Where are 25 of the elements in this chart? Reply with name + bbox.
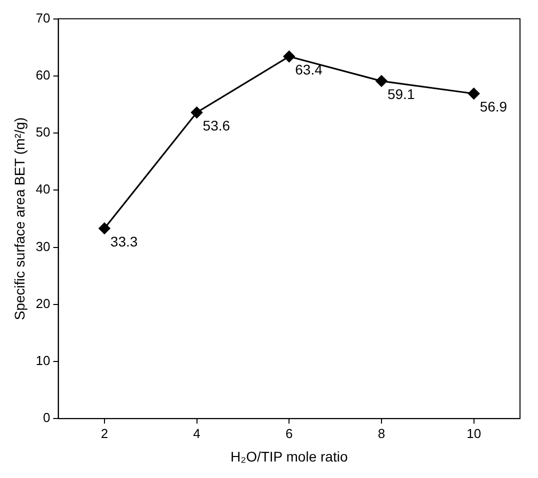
y-tick-label: 20 (36, 296, 50, 311)
point (468, 88, 480, 100)
y-axis-title: Specific surface area BET (m²/g) (11, 117, 28, 320)
y-tick-label: 30 (36, 238, 50, 254)
x-tick-label: 6 (286, 426, 293, 441)
data-label: 56.9 (480, 98, 508, 114)
y-tick-label: 10 (36, 353, 50, 368)
data-label: 63.4 (295, 61, 323, 78)
data-label: 53.6 (202, 117, 230, 134)
x-tick-label: 8 (378, 426, 386, 441)
x-tick-label: 4 (193, 426, 200, 441)
x-axis-title: H₂O/TIP mole ratio (230, 448, 348, 464)
point (190, 106, 203, 118)
data-label: 59.1 (387, 86, 415, 102)
y-tick-label: 60 (36, 67, 50, 82)
y-tick-label: 70 (36, 10, 50, 26)
y-tick-label: 0 (43, 410, 50, 426)
x-tick-label: 10 (466, 426, 482, 441)
x-tick-label: 2 (100, 426, 108, 441)
point (283, 50, 295, 62)
data-label: 33.3 (110, 233, 138, 250)
y-tick-label: 40 (36, 182, 50, 197)
point (376, 75, 388, 87)
y-tick-label: 50 (36, 124, 50, 140)
point (98, 222, 110, 234)
